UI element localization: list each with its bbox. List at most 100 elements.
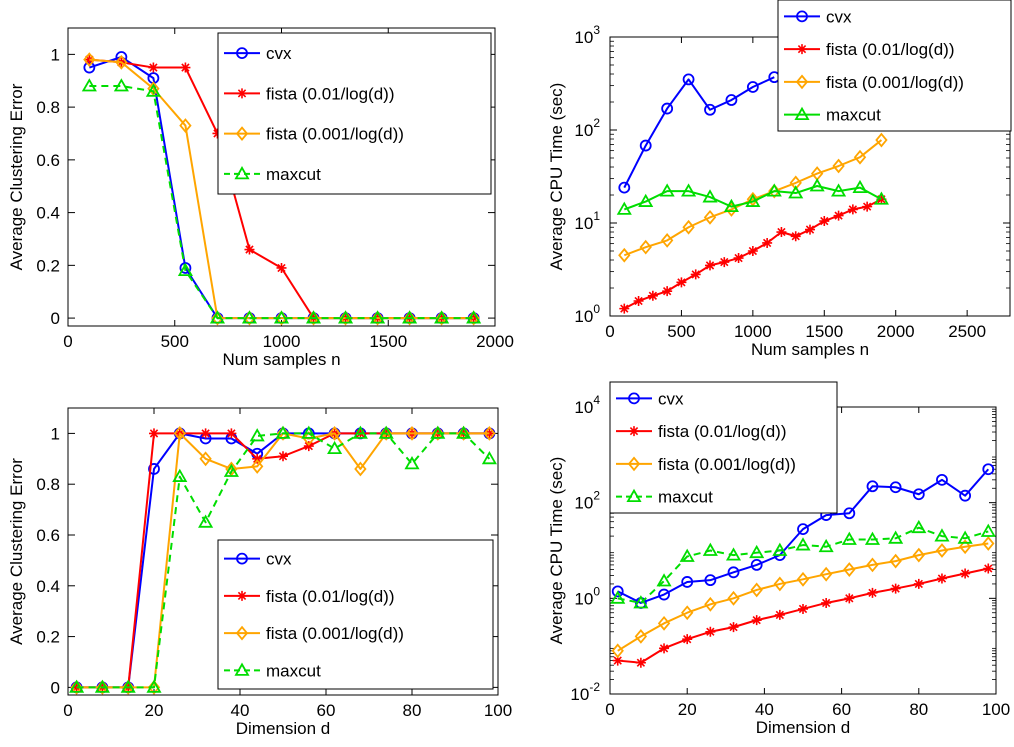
x-tick-label: 2500 — [948, 322, 986, 341]
y-tick-label: 102 — [574, 489, 600, 513]
x-axis-label: Num samples n — [222, 350, 340, 369]
y-tick-label: 101 — [574, 209, 600, 233]
y-axis-label: Average CPU Time (sec) — [547, 83, 566, 271]
x-tick-label: 40 — [231, 701, 250, 720]
x-tick-label: 1000 — [263, 332, 301, 351]
data-point-cvx — [889, 481, 902, 494]
legend: cvx fista (0.01/log(d)) fista (0.001/log(d… — [609, 381, 838, 514]
data-point-fista-0-001-log-d — [727, 590, 740, 606]
data-point-fista-0-01-log-d — [635, 657, 646, 668]
data-point-fista-0-001-log-d — [789, 175, 802, 191]
legend-item-fista-0-01-log-d: fista (0.01/log(d)) — [224, 84, 395, 103]
legend-marker — [628, 392, 640, 405]
data-point-fista-0-001-log-d — [457, 425, 470, 441]
series-line-fista-0-001-log-d — [617, 542, 989, 652]
data-point-fista-0-001-log-d — [657, 615, 671, 631]
y-axis-label: Average Clustering Error — [7, 458, 26, 645]
legend-marker — [234, 662, 250, 676]
data-point-maxcut — [378, 425, 394, 439]
data-point-maxcut — [788, 185, 804, 199]
y-tick-label: 1 — [51, 45, 60, 64]
data-point-fista-0-01-log-d — [705, 626, 716, 637]
data-point-fista-0-001-log-d — [819, 566, 833, 582]
data-point-maxcut — [702, 542, 718, 556]
data-point-maxcut — [766, 183, 782, 197]
y-tick-label: 1 — [51, 424, 60, 443]
data-point-maxcut — [198, 514, 214, 528]
data-point-fista-0-01-log-d — [690, 269, 701, 280]
data-point-fista-0-01-log-d — [936, 573, 947, 584]
data-point-fista-0-001-log-d — [83, 52, 96, 68]
data-point-cvx — [982, 463, 995, 476]
data-point-fista-0-001-log-d — [225, 461, 238, 477]
x-tick-label: 0 — [63, 332, 72, 351]
data-point-fista-0-001-log-d — [703, 209, 717, 225]
series-maxcut — [81, 78, 482, 324]
x-tick-label: 2000 — [877, 322, 915, 341]
data-point-fista-0-001-log-d — [147, 679, 161, 695]
data-point-maxcut — [934, 528, 950, 542]
data-point-fista-0-001-log-d — [307, 310, 320, 326]
data-point-maxcut — [481, 450, 497, 465]
data-point-fista-0-01-log-d — [276, 262, 287, 273]
legend-label: cvx — [826, 7, 852, 26]
data-point-cvx — [611, 585, 624, 598]
data-point-cvx — [658, 588, 670, 601]
series-line-maxcut — [76, 432, 491, 689]
legend-marker — [237, 88, 247, 99]
data-point-fista-0-001-log-d — [853, 149, 867, 165]
data-point-fista-0-01-log-d — [776, 227, 787, 238]
data-point-fista-0-001-log-d — [435, 310, 448, 326]
data-point-fista-0-001-log-d — [199, 451, 212, 467]
legend-box — [609, 381, 838, 514]
data-point-fista-0-01-log-d — [805, 224, 815, 235]
data-point-cvx — [661, 102, 674, 115]
data-point-maxcut — [638, 193, 654, 207]
data-point-fista-0-001-log-d — [796, 571, 810, 587]
legend-marker — [235, 126, 249, 142]
legend-label: fista (0.001/log(d)) — [658, 455, 796, 474]
series-line-cvx — [617, 468, 990, 604]
data-point-fista-0-001-log-d — [115, 54, 128, 70]
data-point-fista-0-01-log-d — [200, 428, 211, 439]
data-point-cvx — [727, 566, 740, 579]
y-axis-label: Average Clustering Error — [7, 83, 26, 270]
data-point-fista-0-01-log-d — [862, 201, 873, 212]
x-tick-label: 60 — [832, 700, 851, 719]
data-point-maxcut — [434, 310, 450, 324]
data-point-maxcut — [656, 573, 672, 587]
legend-label: maxcut — [266, 661, 321, 680]
data-point-fista-0-01-log-d — [983, 563, 994, 574]
data-point-fista-0-001-log-d — [122, 679, 135, 695]
data-point-maxcut — [94, 679, 110, 693]
x-tick-label: 0 — [63, 701, 72, 720]
data-point-fista-0-01-log-d — [149, 428, 159, 439]
data-point-cvx — [866, 480, 879, 493]
data-point-maxcut — [681, 183, 697, 197]
x-tick-label: 40 — [755, 700, 774, 719]
data-point-maxcut — [809, 178, 825, 192]
y-tick-label: 0.8 — [36, 475, 60, 494]
data-point-maxcut — [120, 679, 136, 693]
y-tick-label: 10-2 — [570, 680, 600, 704]
series-maxcut — [69, 425, 497, 693]
data-point-fista-0-01-log-d — [728, 622, 739, 633]
data-point-fista-0-01-log-d — [619, 303, 630, 314]
data-point-fista-0-001-log-d — [773, 576, 787, 592]
data-point-fista-0-001-log-d — [682, 219, 695, 235]
data-point-maxcut — [241, 310, 258, 324]
y-tick-label: 0.6 — [36, 151, 60, 170]
data-point-fista-0-01-log-d — [876, 194, 887, 205]
data-point-maxcut — [911, 519, 927, 534]
data-point-fista-0-001-log-d — [768, 183, 781, 199]
y-tick-label: 0.4 — [36, 204, 60, 223]
data-point-fista-0-01-log-d — [612, 655, 623, 666]
data-point-fista-0-001-log-d — [173, 425, 186, 441]
data-point-fista-0-001-log-d — [618, 247, 631, 263]
data-point-maxcut — [430, 425, 446, 439]
series-fista-0-001-log-d — [611, 536, 995, 659]
x-axis-label: Dimension d — [756, 718, 851, 737]
data-point-cvx — [704, 574, 717, 587]
legend-label: fista (0.001/log(d)) — [266, 624, 404, 643]
data-point-maxcut — [702, 189, 718, 203]
